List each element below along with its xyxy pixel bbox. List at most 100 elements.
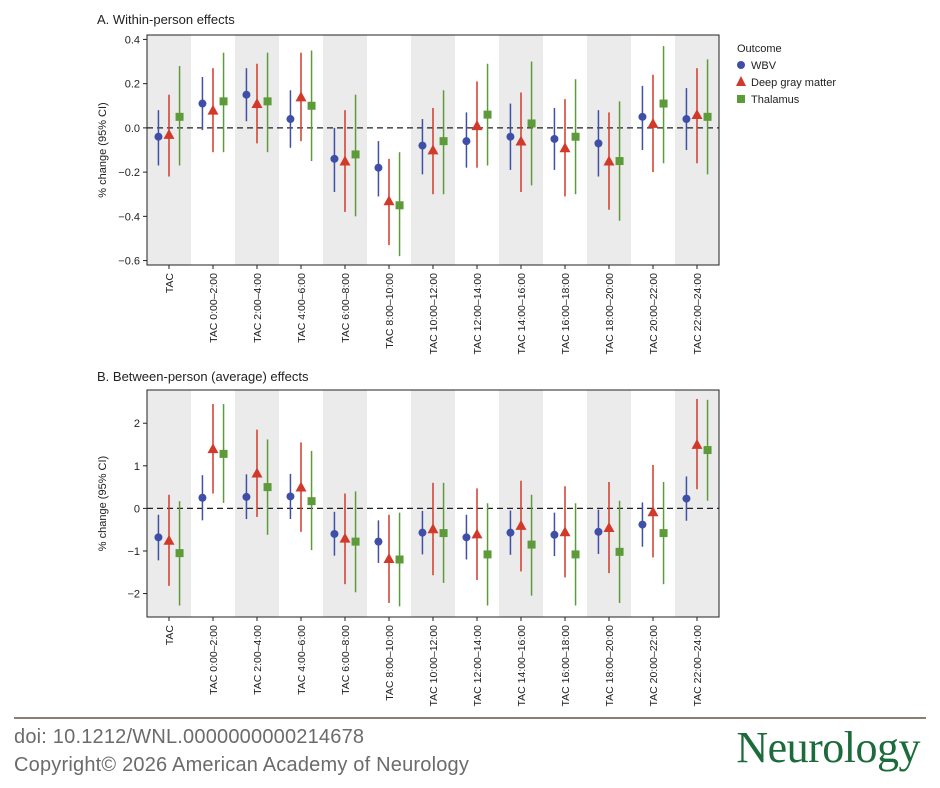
y-tick-label: −2 (127, 589, 140, 601)
data-point (603, 155, 615, 166)
data-point (506, 132, 515, 141)
x-tick-label: TAC 8:00–10:00 (384, 273, 396, 349)
data-point (286, 492, 295, 501)
data-point (659, 99, 668, 108)
data-point (594, 527, 603, 536)
data-point (175, 112, 184, 121)
data-point (207, 443, 219, 454)
data-point (527, 119, 536, 128)
data-point (682, 494, 691, 503)
y-tick-label: −0.6 (118, 256, 140, 268)
data-point (527, 540, 536, 549)
data-point (175, 549, 184, 558)
x-tick-label: TAC 18:00–20:00 (604, 625, 616, 707)
data-point (307, 497, 316, 506)
copyright-text: Copyright© 2026 American Academy of Neur… (14, 754, 470, 776)
x-tick-label: TAC 10:00–12:00 (428, 273, 440, 355)
x-tick-label: TAC 4:00–6:00 (296, 273, 308, 343)
data-point (471, 528, 483, 539)
data-point (207, 104, 219, 115)
y-tick-label: 0.0 (125, 123, 140, 135)
data-point (242, 492, 251, 501)
data-point (515, 135, 527, 146)
series-thalamus (175, 46, 712, 257)
series-deep-gray-matter (163, 398, 703, 603)
x-tick-label: TAC 16:00–18:00 (560, 273, 572, 355)
data-point (351, 150, 360, 159)
data-point (163, 129, 175, 139)
data-point (559, 142, 571, 153)
data-point (703, 446, 712, 455)
x-tick-label: TAC 20:00–22:00 (648, 625, 660, 707)
panel-title: A. Within-person effects (97, 12, 235, 27)
data-point (154, 132, 163, 141)
y-tick-label: −0.2 (118, 167, 140, 179)
legend-swatch (737, 95, 745, 103)
x-tick-label: TAC 12:00–14:00 (472, 273, 484, 355)
x-tick-label: TAC 18:00–20:00 (604, 273, 616, 355)
y-tick-label: −1 (127, 546, 140, 558)
data-point (383, 553, 395, 564)
data-point (395, 201, 404, 210)
data-point (483, 550, 492, 559)
data-point (351, 537, 360, 546)
data-point (571, 550, 580, 559)
y-tick-label: 0.4 (125, 34, 140, 46)
series-thalamus (175, 399, 712, 607)
data-point (219, 97, 228, 106)
panel-title: B. Between-person (average) effects (97, 369, 309, 384)
data-point (339, 155, 351, 166)
data-point (163, 534, 175, 545)
data-point (374, 537, 383, 546)
data-point (691, 109, 703, 120)
data-point (615, 157, 624, 166)
data-point (263, 483, 272, 492)
legend-swatch (737, 61, 745, 69)
y-axis-label: % change (95% CI) (97, 456, 109, 551)
data-point (506, 528, 515, 537)
data-point (395, 555, 404, 564)
x-tick-label: TAC 8:00–10:00 (384, 625, 396, 701)
data-point (638, 520, 647, 529)
data-point (594, 139, 603, 148)
x-tick-label: TAC 6:00–8:00 (340, 273, 352, 343)
data-point (286, 115, 295, 124)
data-point (483, 110, 492, 119)
data-point (339, 532, 351, 543)
y-tick-label: 0 (134, 503, 140, 515)
x-tick-label: TAC 0:00–2:00 (208, 273, 220, 343)
data-point (418, 528, 427, 537)
x-tick-label: TAC 6:00–8:00 (340, 625, 352, 695)
x-tick-label: TAC 20:00–22:00 (648, 273, 660, 355)
data-point (374, 163, 383, 172)
data-point (219, 449, 228, 458)
data-point (515, 519, 527, 530)
y-tick-label: −0.4 (118, 211, 140, 223)
legend-label: WBV (751, 60, 777, 72)
data-point (242, 90, 251, 99)
data-point (659, 529, 668, 538)
data-point (330, 529, 339, 538)
data-point (647, 117, 659, 128)
x-tick-label: TAC 10:00–12:00 (428, 625, 440, 707)
y-tick-label: 2 (134, 418, 140, 430)
journal-logo: Neurology (736, 723, 920, 772)
x-tick-label: TAC 14:00–16:00 (516, 273, 528, 355)
x-tick-label: TAC 2:00–4:00 (252, 273, 264, 343)
data-point (615, 547, 624, 556)
y-axis-label: % change (95% CI) (97, 102, 109, 197)
x-tick-label: TAC (164, 273, 176, 294)
data-point (295, 481, 307, 492)
data-point (330, 154, 339, 163)
series-wbv (154, 473, 691, 563)
x-tick-label: TAC 22:00–24:00 (692, 273, 704, 355)
footer-divider (14, 717, 926, 719)
data-point (251, 98, 263, 108)
legend-label: Deep gray matter (751, 77, 836, 89)
series-deep-gray-matter (163, 52, 703, 246)
data-point (691, 439, 703, 449)
data-point (471, 120, 483, 131)
data-point (647, 506, 659, 517)
legend-title: Outcome (737, 43, 782, 55)
